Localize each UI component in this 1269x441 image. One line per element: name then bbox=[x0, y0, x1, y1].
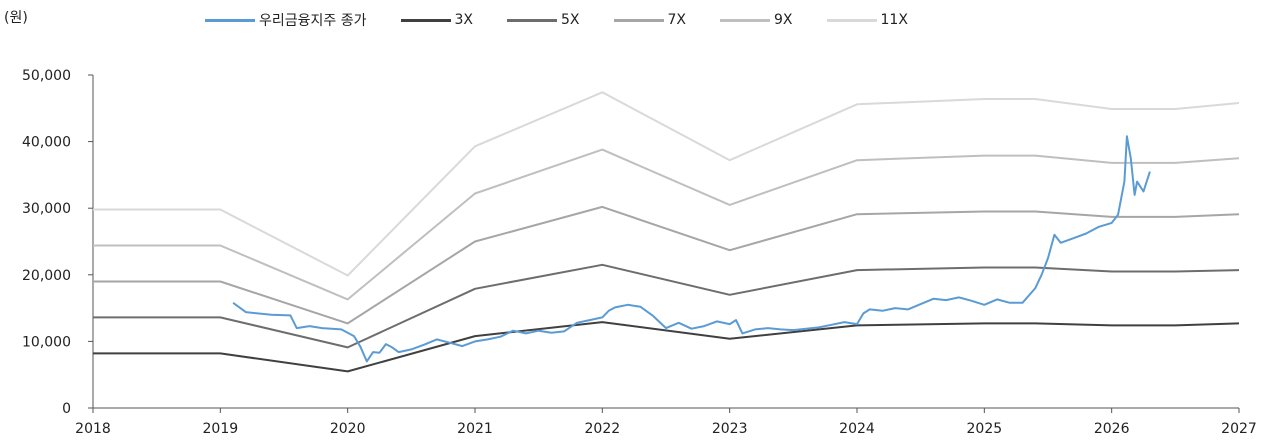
x-tick-label: 2024 bbox=[839, 421, 875, 437]
x-tick-label: 2026 bbox=[1094, 421, 1130, 437]
series-line-우리금융지주 종가 bbox=[232, 135, 1151, 363]
x-tick-label: 2019 bbox=[203, 421, 239, 437]
x-tick-label: 2025 bbox=[967, 421, 1003, 437]
legend-label: 7X bbox=[667, 12, 687, 28]
legend-item: 9X bbox=[720, 12, 793, 28]
series-line-9X bbox=[93, 148, 1240, 301]
x-tick-label: 2021 bbox=[457, 421, 493, 437]
x-tick-label: 2027 bbox=[1221, 421, 1257, 437]
legend-swatch bbox=[720, 18, 770, 22]
legend-swatch bbox=[826, 18, 877, 22]
x-tick-label: 2018 bbox=[75, 421, 111, 437]
legend-item: 3X bbox=[400, 12, 474, 28]
x-tick-label: 2022 bbox=[585, 421, 621, 437]
y-tick-label: 0 bbox=[62, 401, 71, 417]
legend-label: 9X bbox=[774, 12, 793, 28]
legend-label: 5X bbox=[561, 12, 580, 28]
series-line-3X bbox=[93, 321, 1240, 373]
series-line-5X bbox=[93, 263, 1240, 349]
legend-swatch bbox=[205, 18, 255, 22]
legend-label: 11X bbox=[880, 12, 908, 28]
legend-item: 7X bbox=[613, 12, 687, 28]
legend-label: 3X bbox=[454, 12, 474, 28]
x-tick-label: 2023 bbox=[712, 421, 748, 437]
y-tick-label: 10,000 bbox=[22, 334, 71, 350]
legend-swatch bbox=[400, 18, 451, 22]
legend-label: 우리금융지주 종가 bbox=[259, 13, 367, 29]
y-tick-label: 30,000 bbox=[22, 201, 71, 217]
x-tick-label: 2020 bbox=[330, 421, 366, 437]
y-tick-label: 20,000 bbox=[22, 268, 71, 284]
legend-swatch bbox=[507, 18, 557, 22]
y-unit-label: (원) bbox=[4, 10, 28, 26]
legend-item: 11X bbox=[826, 12, 908, 28]
y-tick-label: 40,000 bbox=[22, 135, 71, 151]
series-line-11X bbox=[93, 91, 1240, 277]
legend-item: 우리금융지주 종가 bbox=[205, 10, 367, 30]
series-line-7X bbox=[93, 205, 1240, 325]
y-tick-label: 50,000 bbox=[22, 68, 71, 84]
legend-swatch bbox=[613, 18, 664, 22]
chart-legend: 우리금융지주 종가 3X 5X 7X 9X 11X bbox=[205, 10, 942, 30]
legend-item: 5X bbox=[507, 12, 580, 28]
